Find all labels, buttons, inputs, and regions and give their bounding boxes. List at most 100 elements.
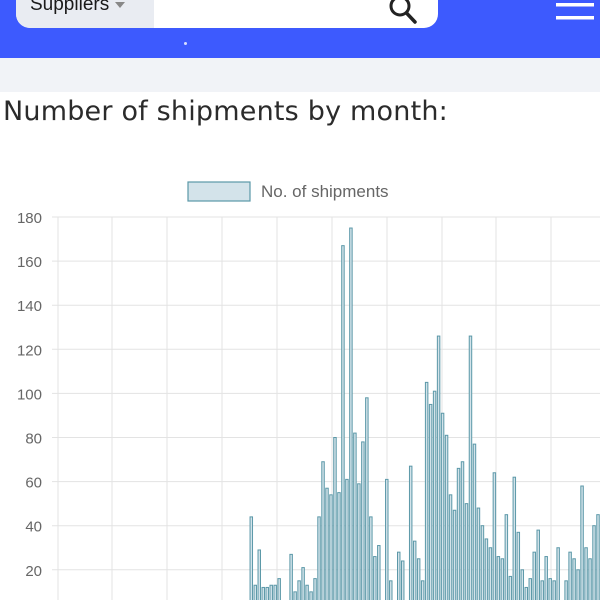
bar[interactable] xyxy=(257,549,261,600)
bar[interactable] xyxy=(361,441,365,600)
bar[interactable] xyxy=(397,551,401,600)
hamburger-menu-icon[interactable] xyxy=(556,2,594,24)
bar[interactable] xyxy=(556,547,560,600)
bar[interactable] xyxy=(532,551,536,600)
bar[interactable] xyxy=(369,516,373,600)
bar[interactable] xyxy=(349,227,353,600)
y-tick-label: 180 xyxy=(17,210,42,227)
bar[interactable] xyxy=(580,485,584,600)
shipments-bar-chart: 180 160 140 120 100 80 60 40 20 No. of shipments xyxy=(17,181,600,600)
bar[interactable] xyxy=(253,584,258,600)
bar[interactable] xyxy=(365,397,369,600)
bar[interactable] xyxy=(444,434,449,600)
bar[interactable] xyxy=(408,465,413,600)
bar[interactable] xyxy=(508,575,513,600)
bar[interactable] xyxy=(528,578,532,600)
subheader-band xyxy=(0,58,600,92)
legend[interactable]: No. of shipments xyxy=(187,181,389,202)
bar[interactable] xyxy=(269,584,273,600)
bar[interactable] xyxy=(309,591,313,600)
bar[interactable] xyxy=(412,540,417,600)
bar[interactable] xyxy=(301,567,305,600)
bar[interactable] xyxy=(357,483,361,600)
bar[interactable] xyxy=(261,586,265,600)
bar[interactable] xyxy=(536,529,540,600)
bar[interactable] xyxy=(345,478,349,600)
caret-down-icon xyxy=(115,1,126,8)
bar[interactable] xyxy=(500,558,505,600)
y-tick-label: 160 xyxy=(17,254,42,271)
bar[interactable] xyxy=(524,586,529,600)
bar[interactable] xyxy=(464,503,469,600)
y-tick-label: 40 xyxy=(25,519,42,536)
y-tick-label: 80 xyxy=(25,431,42,448)
bar[interactable] xyxy=(377,545,381,600)
bar[interactable] xyxy=(484,538,489,600)
category-dropdown[interactable]: Suppliers xyxy=(16,0,154,28)
bar[interactable] xyxy=(468,335,473,600)
bar[interactable] xyxy=(456,467,461,600)
bar[interactable] xyxy=(400,560,405,600)
bar[interactable] xyxy=(492,472,497,600)
bar[interactable] xyxy=(440,412,445,600)
bar[interactable] xyxy=(325,487,329,600)
bar[interactable] xyxy=(265,586,269,600)
bar[interactable] xyxy=(305,584,309,600)
bar[interactable] xyxy=(277,578,281,600)
bar[interactable] xyxy=(584,547,588,600)
legend-label: No. of shipments xyxy=(261,182,389,201)
bar[interactable] xyxy=(353,432,357,600)
bar[interactable] xyxy=(496,556,501,600)
bar[interactable] xyxy=(317,516,321,600)
bar[interactable] xyxy=(572,558,576,600)
bar[interactable] xyxy=(596,514,600,600)
bar[interactable] xyxy=(373,556,377,600)
bar[interactable] xyxy=(273,584,277,600)
bar[interactable] xyxy=(333,437,337,600)
page-title: Number of shipments by month: xyxy=(3,96,448,127)
bar[interactable] xyxy=(592,525,596,600)
category-label: Suppliers xyxy=(30,0,110,15)
bar[interactable] xyxy=(297,580,301,600)
search-bar[interactable]: Suppliers xyxy=(16,0,438,28)
bar[interactable] xyxy=(472,443,477,600)
bar[interactable] xyxy=(321,461,325,600)
bar[interactable] xyxy=(337,492,341,600)
bar[interactable] xyxy=(420,580,425,600)
bar[interactable] xyxy=(568,551,572,600)
bar[interactable] xyxy=(452,509,457,600)
bar[interactable] xyxy=(564,580,568,600)
bar[interactable] xyxy=(293,591,297,600)
bar[interactable] xyxy=(341,245,345,600)
bar[interactable] xyxy=(448,494,453,600)
bar[interactable] xyxy=(289,553,293,600)
bar[interactable] xyxy=(416,558,421,600)
bar[interactable] xyxy=(428,403,433,600)
bar[interactable] xyxy=(385,478,389,600)
bar[interactable] xyxy=(436,335,441,600)
bar[interactable] xyxy=(460,461,465,600)
bar[interactable] xyxy=(588,558,592,600)
bar[interactable] xyxy=(488,547,493,600)
y-tick-label: 140 xyxy=(17,298,42,315)
bar[interactable] xyxy=(329,494,333,600)
bar[interactable] xyxy=(476,507,481,600)
bar[interactable] xyxy=(548,578,552,600)
y-tick-label: 20 xyxy=(25,563,42,580)
bar[interactable] xyxy=(432,390,437,600)
bar[interactable] xyxy=(512,476,517,600)
bar[interactable] xyxy=(576,569,580,600)
bar[interactable] xyxy=(540,580,544,600)
bar[interactable] xyxy=(313,578,317,600)
indicator-dot xyxy=(184,42,187,45)
bar[interactable] xyxy=(249,516,254,600)
search-icon[interactable] xyxy=(388,0,418,26)
bar[interactable] xyxy=(389,580,393,600)
bar[interactable] xyxy=(552,580,556,600)
bar[interactable] xyxy=(520,569,525,600)
bar[interactable] xyxy=(504,514,509,600)
bar[interactable] xyxy=(424,381,429,600)
bar[interactable] xyxy=(544,556,548,600)
bar[interactable] xyxy=(516,531,521,600)
bar[interactable] xyxy=(480,525,485,600)
